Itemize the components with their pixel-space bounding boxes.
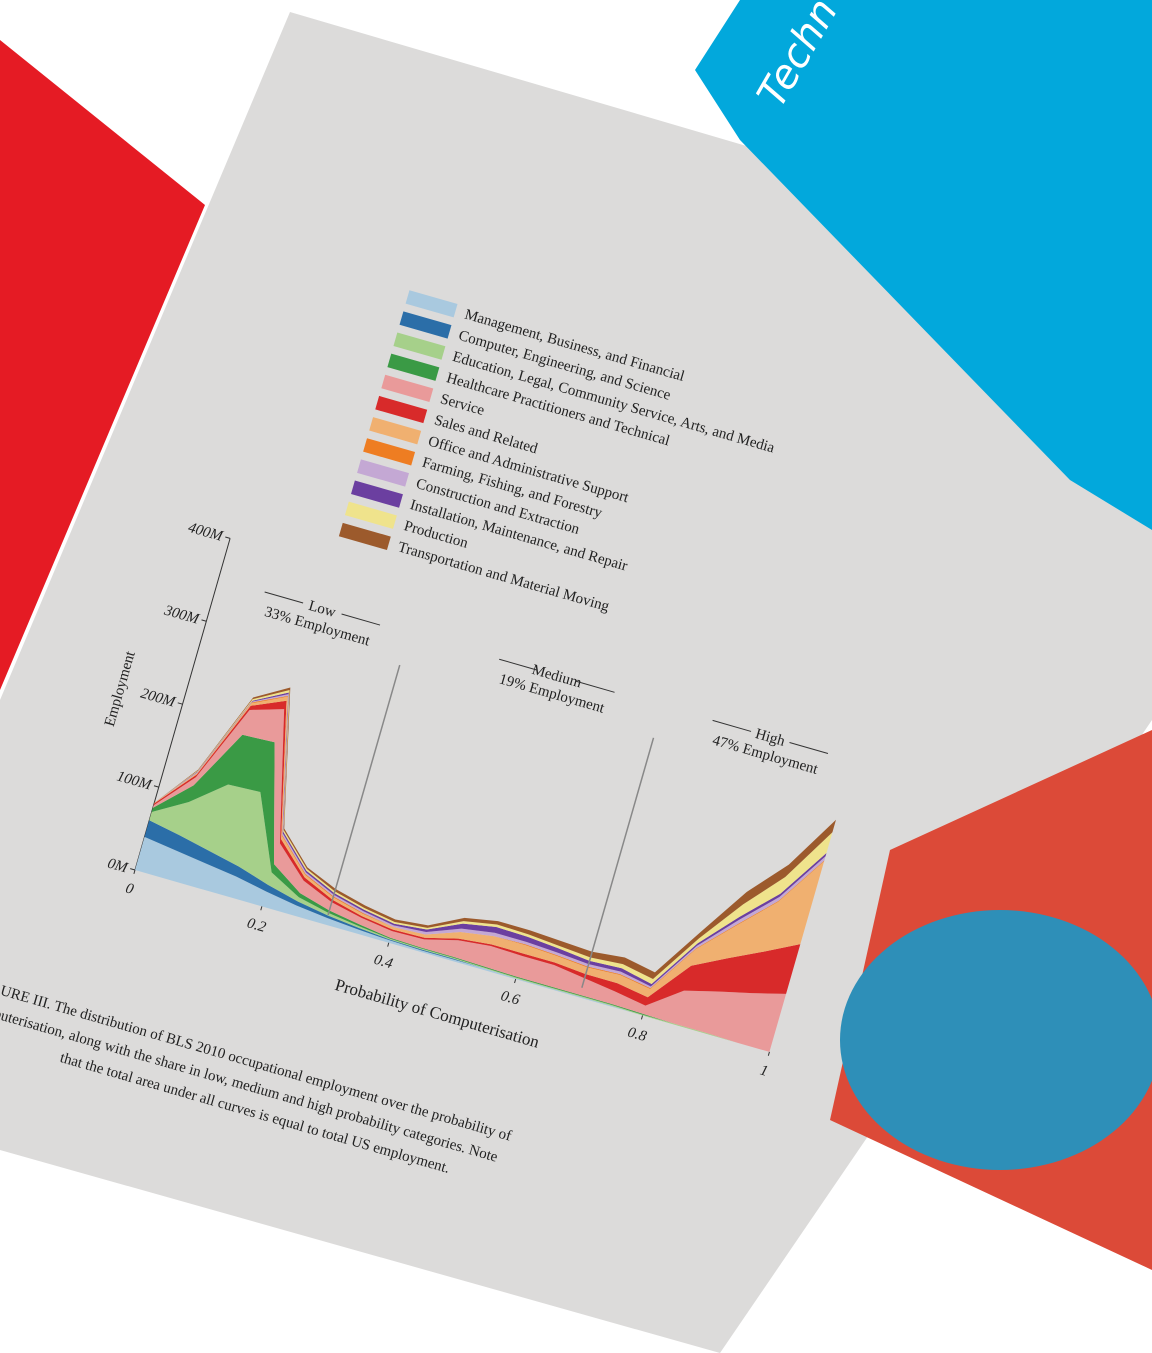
blue-panel [695,0,1152,530]
y-tick [130,868,136,871]
legend-swatch [344,501,397,529]
x-tick [640,1015,644,1020]
boundary-line [581,737,655,988]
x-tick [387,942,390,947]
area [149,784,770,1052]
annotation: Low [307,598,338,621]
arrow [341,613,381,626]
legend-swatch [369,417,422,445]
legend-swatch [338,522,391,551]
arrow [264,591,304,604]
y-tick [177,702,183,705]
legend-swatch [357,459,410,487]
legend-swatch [363,438,416,466]
arrow [712,719,752,732]
legend-swatch [381,374,434,403]
legend-swatch [387,353,440,381]
x-tick [767,1051,770,1056]
area [153,700,801,1006]
area [154,690,833,985]
legend-swatch [375,395,428,424]
area [151,734,770,1052]
y-tick [201,619,207,622]
x-tick-label: 1 [758,1062,770,1079]
boundary-line [327,664,401,916]
arrow [575,680,615,693]
x-tick [514,979,517,984]
legend-swatch [399,311,452,339]
y-tick [153,785,159,788]
x-tick-label: 0.8 [626,1024,649,1045]
arrow [789,741,829,754]
area [154,696,825,998]
y-tick-label: 0M [106,856,131,877]
x-tick-label: 0.6 [499,988,522,1009]
arrow [499,658,538,671]
area [152,709,787,1052]
y-tick [225,536,231,539]
x-tick-label: 0.2 [245,915,268,936]
legend-swatch [351,480,403,508]
red-panel [0,40,205,690]
legend-swatch [405,290,458,318]
x-tick [260,906,263,911]
legend-swatch [393,332,446,360]
sponge [840,910,1152,1170]
area [154,692,827,987]
x-tick-label: 0.4 [372,952,395,973]
x-tick [133,869,136,874]
